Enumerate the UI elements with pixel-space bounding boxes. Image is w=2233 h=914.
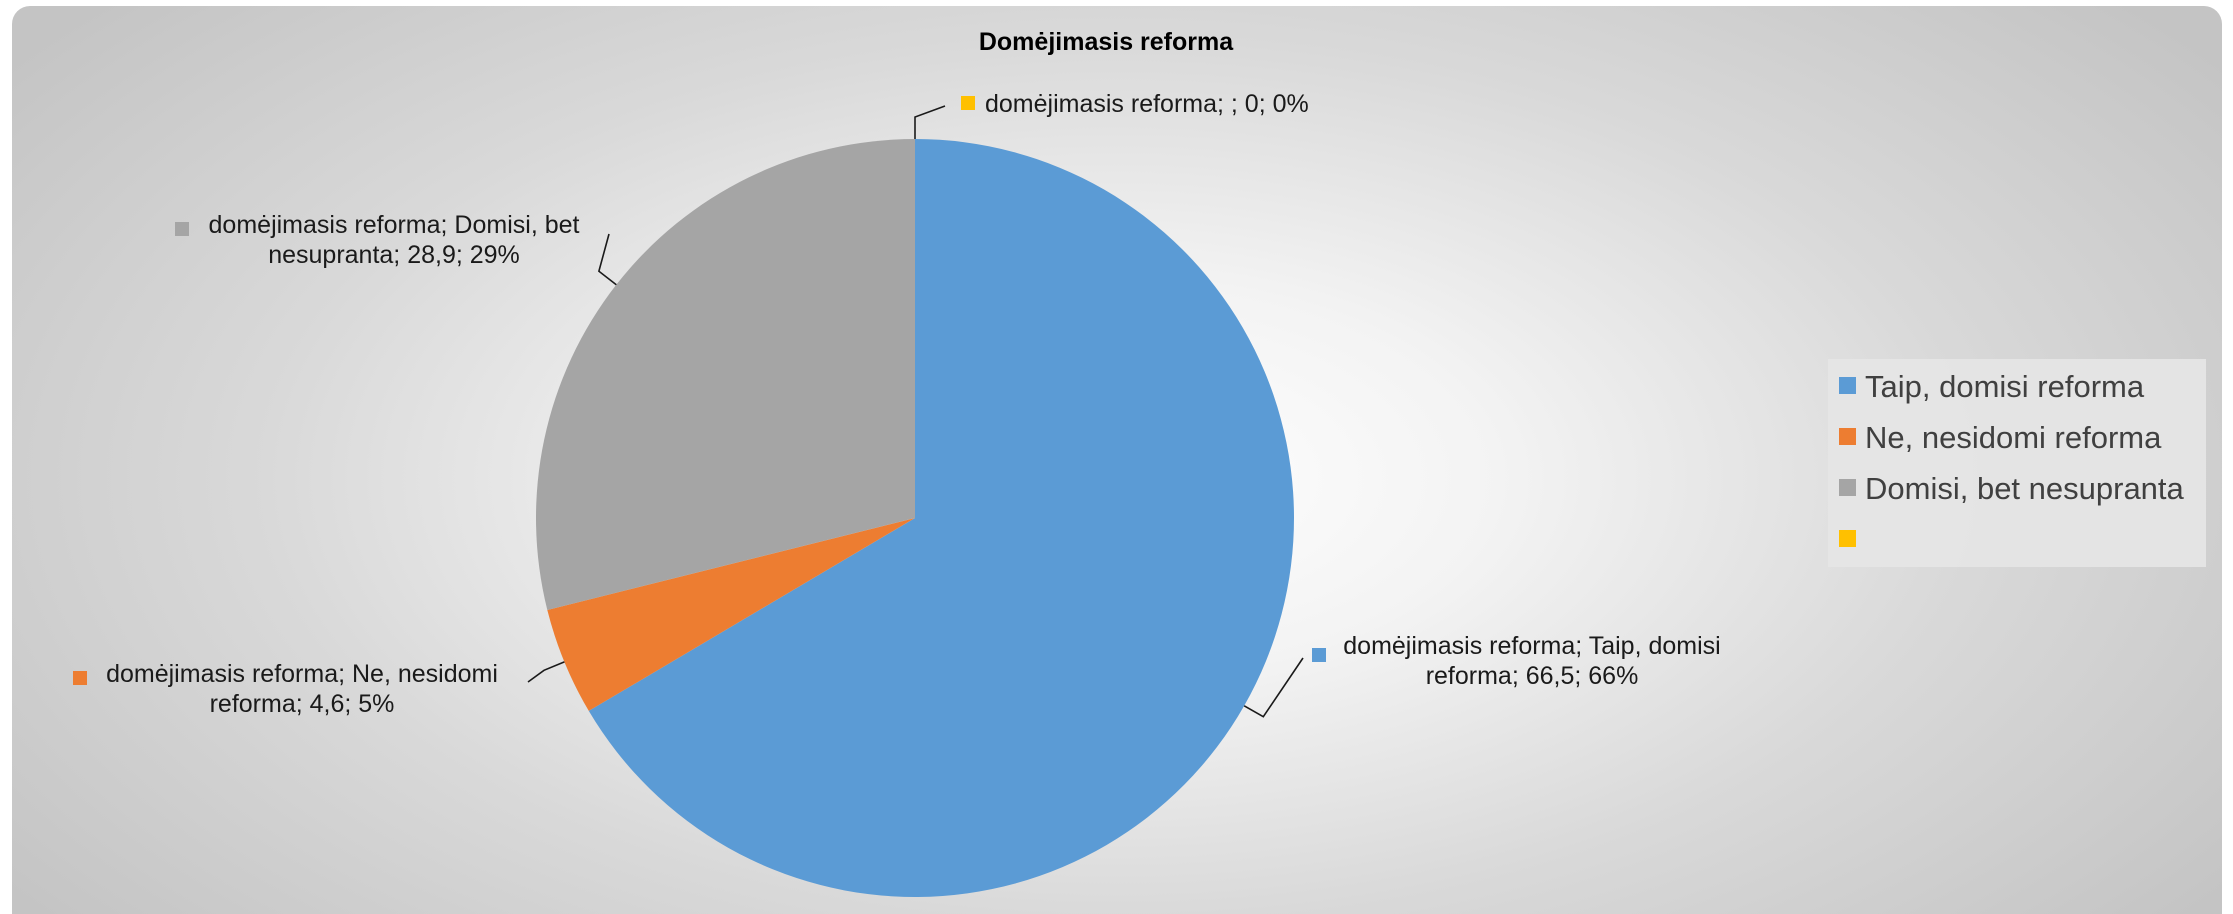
legend-item-domisi-bet-nesupranta: Domisi, bet nesupranta <box>1839 471 2185 506</box>
legend-label-taip: Taip, domisi reforma <box>1865 369 2145 404</box>
leader-line-taip <box>1243 657 1304 718</box>
data-label-marker-empty <box>961 96 975 110</box>
legend-item-taip: Taip, domisi reforma <box>1839 369 2145 404</box>
legend-swatch-domisi-bet-nesupranta <box>1839 479 1856 496</box>
legend-swatch-ne <box>1839 428 1856 445</box>
chart-title: Domėjimasis reforma <box>979 28 1234 56</box>
legend-item-ne: Ne, nesidomi reforma <box>1839 420 2162 455</box>
data-label-marker-ne <box>73 671 87 685</box>
leader-line-ne <box>527 661 565 683</box>
legend-label-ne: Ne, nesidomi reforma <box>1865 420 2162 455</box>
legend-swatch-taip <box>1839 377 1856 394</box>
legend-swatch-empty <box>1839 530 1856 547</box>
data-label-marker-taip <box>1312 648 1326 662</box>
pie-slice-domisi-bet-nesupranta <box>535 139 915 610</box>
data-label-ne: domėjimasis reforma; Ne, nesidomi reforma… <box>106 660 498 718</box>
legend: Taip, domisi reforma Ne, nesidomi reforma… <box>1828 359 2206 567</box>
leader-line-empty <box>914 105 946 139</box>
pie-slice-taip <box>588 139 1294 897</box>
legend-label-domisi-bet-nesupranta: Domisi, bet nesupranta <box>1865 471 2185 506</box>
chart-area: Domėjimasis reforma domėjimasis reforma;… <box>12 6 2222 914</box>
data-label-empty: domėjimasis reforma; ; 0; 0% <box>985 90 1309 118</box>
legend-item-empty <box>1839 530 1856 547</box>
leader-line-domisi-bet-nesupranta <box>597 233 617 286</box>
data-label-marker-domisi-bet-nesupranta <box>175 222 189 236</box>
data-label-taip: domėjimasis reforma; Taip, domisi reforma… <box>1343 632 1720 690</box>
legend-background <box>1828 359 2206 567</box>
data-label-domisi-bet-nesupranta: domėjimasis reforma; Domisi, bet nesupran… <box>209 211 580 269</box>
pie-chart: Domėjimasis reforma domėjimasis reforma;… <box>73 28 2206 897</box>
pie-slice-ne <box>547 518 915 711</box>
